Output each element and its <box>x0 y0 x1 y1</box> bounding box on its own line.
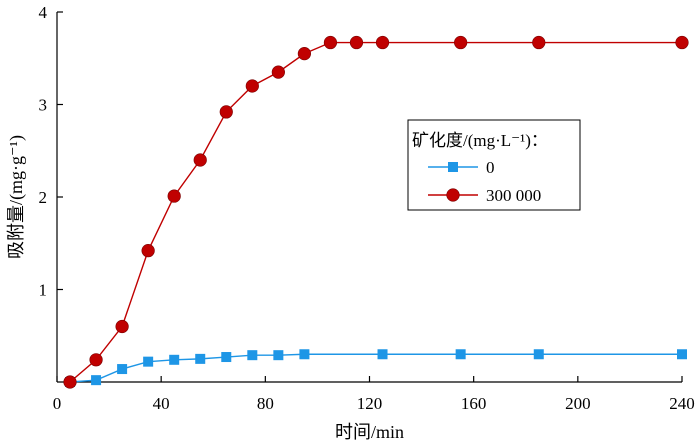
x-tick-label: 200 <box>565 394 591 413</box>
legend-frame <box>407 119 581 211</box>
data-point <box>117 364 128 375</box>
y-tick-label: 4 <box>39 3 48 22</box>
legend-title: 矿化度/(mg·L⁻¹)： <box>412 131 548 150</box>
data-point <box>271 65 285 79</box>
data-point <box>349 35 364 50</box>
data-point <box>219 105 233 119</box>
x-tick-label: 160 <box>461 394 487 413</box>
y-tick-label: 2 <box>39 188 48 207</box>
y-axis-title: 吸附量/(mg·g⁻¹) <box>6 135 27 259</box>
series-line <box>69 353 682 383</box>
legend-label: 0 <box>486 158 495 177</box>
axes <box>56 12 682 383</box>
legend-label: 300 000 <box>486 186 541 205</box>
data-point <box>221 352 232 363</box>
x-axis-title: 时间/min <box>335 422 404 442</box>
legend-marker <box>446 188 460 202</box>
ticks: 0 40 80 120 160 200 240 1 2 3 4 <box>39 3 695 413</box>
data-point <box>167 189 181 203</box>
x-tick-label: 0 <box>53 394 62 413</box>
x-tick-label: 40 <box>153 394 170 413</box>
data-point <box>169 354 180 365</box>
data-point <box>63 375 77 389</box>
data-point <box>143 356 154 367</box>
legend-marker <box>448 162 458 172</box>
y-tick-label: 1 <box>39 281 48 300</box>
data-point <box>297 47 311 61</box>
data-point <box>247 350 258 361</box>
legend-entry: 0 <box>428 158 495 177</box>
data-point <box>323 35 338 50</box>
data-point <box>195 353 206 364</box>
data-point <box>455 349 466 360</box>
data-point <box>377 349 388 360</box>
data-point <box>677 349 687 360</box>
data-point <box>89 353 103 367</box>
series-0 <box>65 349 687 387</box>
data-point <box>454 35 468 50</box>
data-point <box>141 244 155 258</box>
x-tick-label: 80 <box>257 394 274 413</box>
series-line <box>69 41 682 383</box>
y-tick-label: 3 <box>39 96 48 115</box>
data-point <box>193 153 207 167</box>
x-tick-label: 240 <box>669 394 695 413</box>
data-point <box>533 349 544 360</box>
data-point <box>115 319 129 334</box>
data-point <box>675 35 689 50</box>
series-layer <box>63 35 689 389</box>
series-1 <box>63 35 689 389</box>
legend-entry: 300 000 <box>428 186 541 205</box>
legend-entries: 0 300 000 <box>428 158 541 205</box>
x-tick-label: 120 <box>357 394 383 413</box>
data-point <box>532 35 546 50</box>
legend: 矿化度/(mg·L⁻¹)： 0 300 000 <box>407 119 581 211</box>
data-point <box>375 35 390 50</box>
data-point <box>299 349 310 360</box>
data-point <box>273 350 284 361</box>
data-point <box>91 375 102 386</box>
data-point <box>245 79 259 93</box>
